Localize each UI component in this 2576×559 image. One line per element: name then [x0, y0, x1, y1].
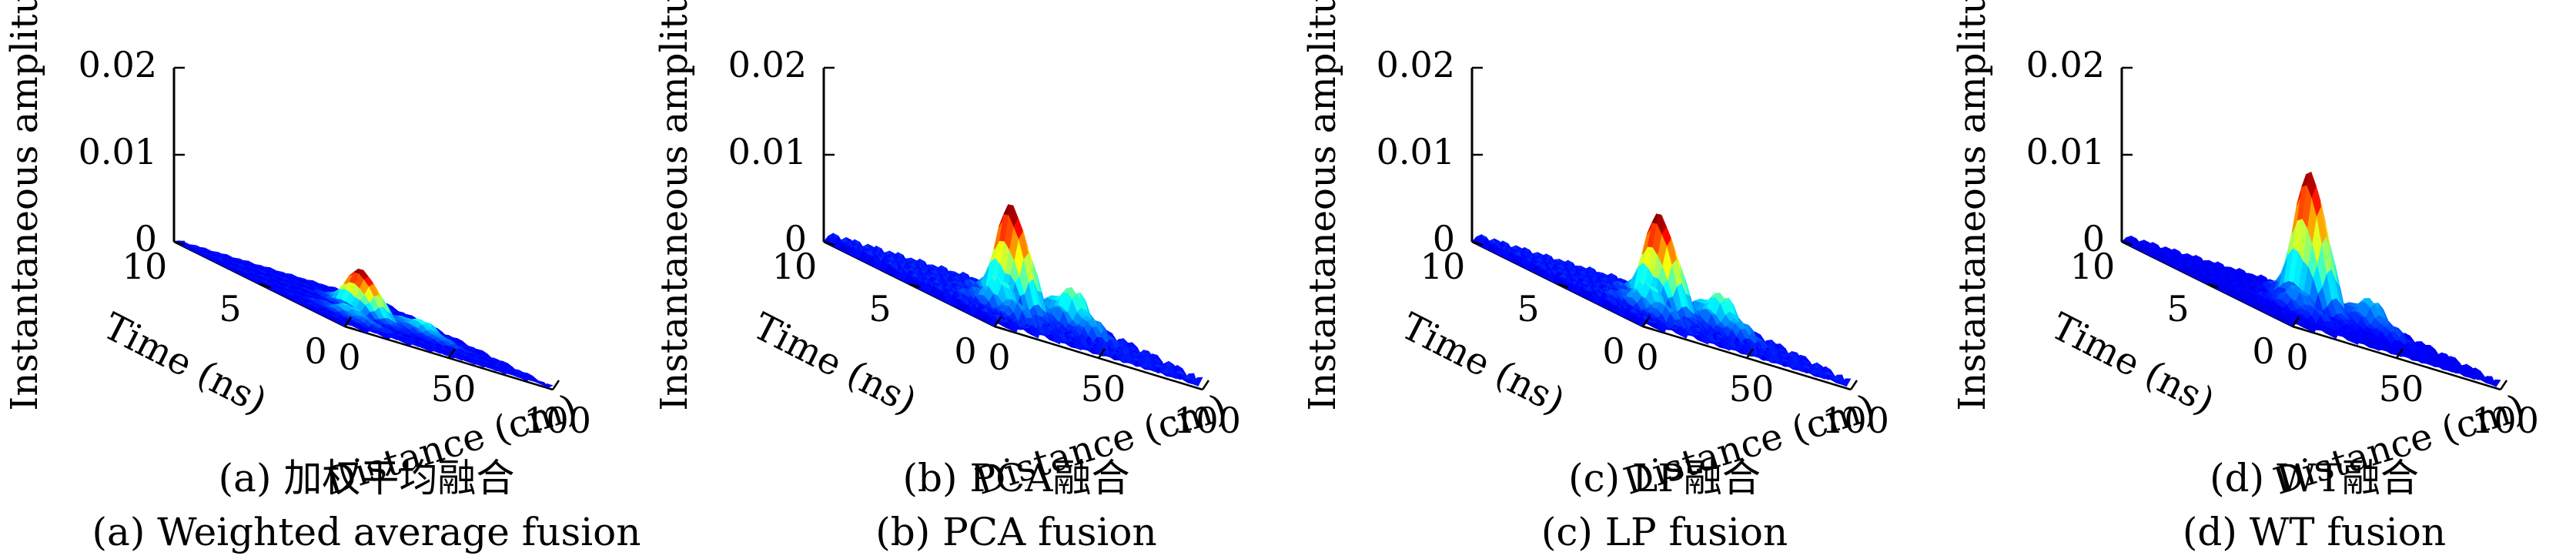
y-tick-mark [173, 240, 186, 246]
x-tick-label: 0 [338, 336, 360, 378]
x-tick-mark [551, 380, 560, 390]
caption-chinese: (a) 加权平均融合 [219, 456, 515, 500]
y-axis-label: Time (ns) [746, 305, 923, 423]
z-tick-label: 0.02 [79, 44, 157, 85]
surface-plot [173, 240, 554, 388]
y-tick-label: 0 [1602, 330, 1624, 372]
z-tick-label: 0 [135, 218, 157, 259]
y-tick-label: 0 [954, 330, 976, 372]
y-axis-label: Time (ns) [96, 305, 273, 423]
caption-english: (a) Weighted average fusion [92, 510, 641, 554]
z-tick-label: 0.01 [79, 131, 157, 172]
y-tick-label: 5 [1517, 288, 1539, 330]
y-tick-label: 10 [772, 246, 818, 287]
x-tick-mark [447, 348, 457, 359]
y-tick-label: 10 [1420, 246, 1466, 287]
x-tick-mark [1201, 380, 1210, 390]
x-tick-label: 100 [524, 400, 591, 441]
caption-chinese: (c) LP融合 [1568, 456, 1761, 500]
z-tick-label: 0 [785, 218, 807, 259]
x-tick-label: 0 [1636, 336, 1658, 378]
z-tick-label: 0.01 [728, 131, 807, 172]
surface-plot [2121, 171, 2501, 387]
y-tick-label: 10 [122, 246, 168, 287]
z-axis-label: Instantaneous amplitude [3, 0, 46, 411]
x-tick-mark [1849, 380, 1858, 390]
y-axis-label: Time (ns) [1394, 305, 1571, 423]
y-tick-label: 0 [304, 330, 326, 372]
z-tick-label: 0.02 [2026, 44, 2105, 85]
x-tick-label: 50 [1729, 368, 1775, 410]
caption-english: (c) LP fusion [1541, 510, 1788, 554]
x-tick-label: 50 [1081, 368, 1126, 410]
caption-english: (b) PCA fusion [875, 510, 1156, 554]
y-tick-label: 5 [219, 288, 241, 330]
z-axis-label: Instantaneous amplitude [1951, 0, 1994, 411]
y-tick-mark [259, 283, 271, 289]
z-axis-label: Instantaneous amplitude [1301, 0, 1344, 411]
x-tick-label: 50 [431, 368, 477, 410]
surface-plot [823, 203, 1203, 387]
z-axis-label: Instantaneous amplitude [653, 0, 696, 411]
y-tick-label: 5 [868, 288, 891, 330]
caption-chinese: (b) PCA融合 [903, 456, 1130, 500]
z-tick-label: 0.02 [1377, 44, 1455, 85]
z-tick-label: 0.02 [728, 44, 807, 85]
y-tick-mark [344, 325, 356, 331]
z-tick-label: 0.01 [2026, 131, 2105, 172]
surface-cell [542, 383, 554, 388]
x-tick-mark [343, 316, 353, 327]
z-tick-label: 0.01 [1377, 131, 1455, 172]
x-tick-label: 0 [988, 336, 1010, 378]
